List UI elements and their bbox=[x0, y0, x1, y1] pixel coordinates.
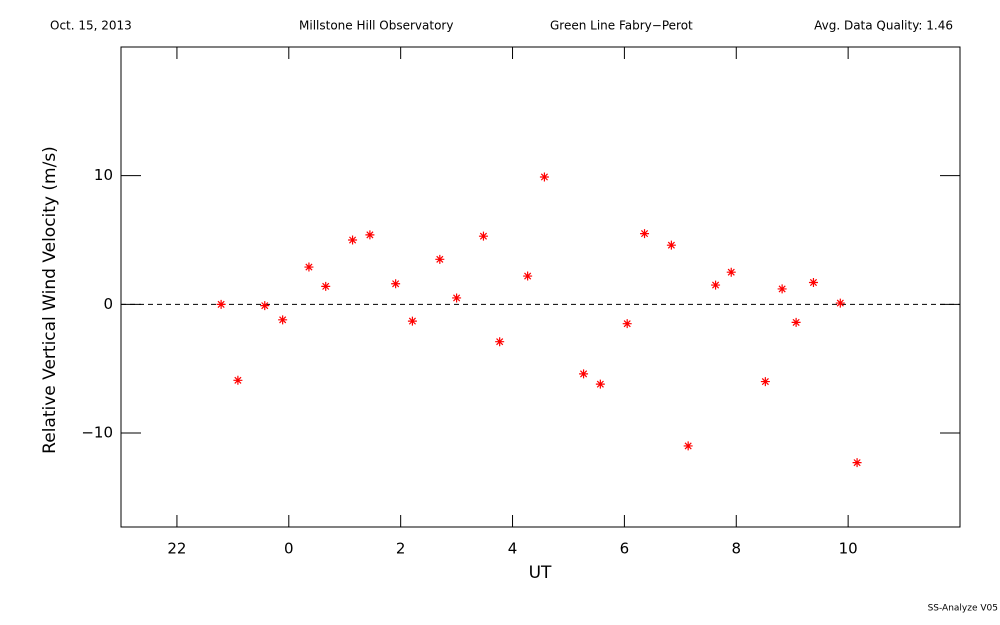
x-tick-label: 0 bbox=[284, 540, 294, 558]
data-point bbox=[835, 298, 845, 308]
data-point bbox=[391, 279, 401, 289]
data-point bbox=[808, 277, 818, 287]
y-tick-label: 10 bbox=[94, 166, 113, 184]
x-axis-label: UT bbox=[529, 563, 552, 583]
y-axis-label: Relative Vertical Wind Velocity (m/s) bbox=[40, 146, 60, 454]
x-tick-label: 4 bbox=[508, 540, 518, 558]
footer: SS-Analyze V05 bbox=[928, 604, 998, 614]
data-point bbox=[216, 299, 226, 309]
data-point bbox=[452, 293, 462, 303]
data-point bbox=[640, 229, 650, 239]
data-point bbox=[365, 230, 375, 240]
plot-frame bbox=[120, 46, 961, 528]
x-tick-label: 22 bbox=[167, 540, 186, 558]
data-point bbox=[435, 254, 445, 264]
data-point bbox=[304, 262, 314, 272]
data-point bbox=[321, 281, 331, 291]
y-tick-label: −10 bbox=[81, 424, 113, 442]
data-point bbox=[278, 315, 288, 325]
x-tick-label: 8 bbox=[731, 540, 741, 558]
y-tick-label: 0 bbox=[103, 295, 113, 313]
data-point bbox=[407, 316, 417, 326]
data-point bbox=[495, 337, 505, 347]
data-point bbox=[523, 271, 533, 281]
date: Oct. 15, 2013 bbox=[50, 19, 132, 33]
data-point bbox=[348, 235, 358, 245]
observatory: Millstone Hill Observatory bbox=[299, 19, 453, 33]
x-tick-label: 2 bbox=[396, 540, 406, 558]
data-point bbox=[777, 284, 787, 294]
data-point bbox=[260, 301, 270, 311]
data-point bbox=[852, 458, 862, 468]
instrument: Green Line Fabry−Perot bbox=[550, 19, 693, 33]
data-point bbox=[683, 441, 693, 451]
x-tick-label: 10 bbox=[839, 540, 858, 558]
data-point bbox=[711, 280, 721, 290]
data-point bbox=[595, 379, 605, 389]
x-tick-label: 6 bbox=[620, 540, 630, 558]
data-point bbox=[791, 317, 801, 327]
data-point bbox=[233, 375, 243, 385]
data-point bbox=[478, 231, 488, 241]
data-point bbox=[539, 172, 549, 182]
data-point bbox=[622, 319, 632, 329]
data-point bbox=[726, 267, 736, 277]
data-quality: Avg. Data Quality: 1.46 bbox=[814, 19, 953, 33]
data-point bbox=[579, 369, 589, 379]
data-point bbox=[666, 240, 676, 250]
data-point bbox=[760, 377, 770, 387]
